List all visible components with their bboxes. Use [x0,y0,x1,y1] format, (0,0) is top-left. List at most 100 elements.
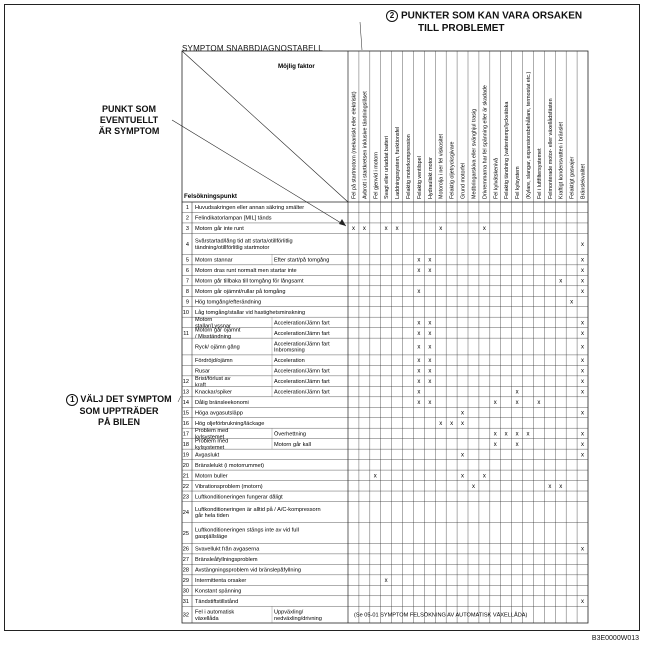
causes-heading-line1: PUNKTER SOM KAN VARA ORSAKEN [401,10,583,22]
factor-column-label: Felaktig tändning (vattentemp/lyckvätska [504,102,510,199]
cause-mark: x [428,379,431,385]
symptom-text: Motorn stannar [195,258,233,264]
cause-mark: x [581,411,584,417]
factor-column-label: Svagt eller urladdat batteri [384,136,390,199]
sub-condition-text: Uppväxling/ [274,609,304,615]
row-number: 6 [186,268,189,274]
symptom-text: Tändstiftstillstånd [195,598,238,605]
cause-mark: x [581,431,584,437]
cause-mark: x [516,431,519,437]
factor-column-label: Grund motorfel [461,163,467,199]
row-number: 30 [183,589,189,595]
sub-condition-text: Acceleration/Jämn fart [274,341,330,347]
row-number: 11 [183,331,189,337]
cause-mark: x [505,431,508,437]
sub-condition-text: Inbromsning [274,348,305,354]
sub-condition-text: Överhettning [274,430,306,437]
cause-mark: x [396,226,399,232]
factor-column-label: Hydrauliskt motor [428,157,434,199]
symptom-text: / Misständning [195,334,231,340]
factor-column-label: Kraftigt kondensvatten i bränslet [559,121,565,199]
symptom-text: Konstant spänning [195,589,241,595]
factor-column-label: Fel gjenvid i motorn [373,152,379,199]
row-number: 8 [186,289,189,295]
factor-column-label: Laddningssystem, funktionsfel [395,127,401,199]
symptom-text: Brist/förlust av [195,376,231,382]
factor-column-label: Fel i luftfiltersystemet [537,148,543,199]
table-border [181,50,589,624]
row-number: 18 [183,442,189,448]
cause-mark: x [581,279,584,285]
cause-mark: x [581,289,584,295]
cause-mark: x [428,258,431,264]
symptom-text: Vibrationsproblem (motorn) [195,484,263,490]
row-number: 10 [183,310,189,316]
factor-column-label: Drivremmarna har fel spänning eller är s… [482,85,488,199]
possible-factor-label: Möjlig faktor [278,63,315,70]
symptom-text: Knackar/spiker [195,390,232,396]
symptom-text: Luftkonditioneringen är alltid på / A/C-… [195,506,321,513]
row-number: 19 [183,452,189,458]
cause-mark: x [428,358,431,364]
sub-condition-text: Acceleration/Jämn fart [274,320,330,326]
cause-mark: x [417,268,420,274]
cause-mark: x [417,390,420,396]
row-number: 27 [183,557,189,563]
sub-condition-text: Motorn går kall [274,441,311,448]
causes-pointer [359,21,363,51]
causes-heading-line2: TILL PROBLEMET [418,22,505,34]
factor-column-label: (Kylare, slangar, expansionsbehållare, t… [525,71,532,199]
cause-mark: x [428,268,431,274]
factor-column-label: Medbringarskiva eller svänghjul trasig [471,109,477,199]
row-number: 20 [183,463,189,469]
row-number: 24 [183,510,189,516]
select-symptom-line: SOM UPPTRÄDER [79,406,159,416]
cause-mark: x [581,320,584,326]
row-number: 2 [186,216,189,222]
cause-mark: x [581,599,584,605]
symptom-text: Svårstartad/lång tid att starta/otillför… [195,238,293,245]
row-number: 5 [186,258,189,264]
row32-note: (Se 05-01 SYMPTOM FELSÖKNING AV AUTOMATI… [354,612,527,619]
cause-mark: x [494,431,497,437]
header-diagonal [181,50,349,203]
cause-mark: x [516,390,519,396]
row-number: 3 [186,226,189,232]
symptom-text: Hög oljeförbrukning/läckage [195,421,264,427]
circle-1-marker: 1 [66,394,79,406]
factor-column-label: Felaktigt gasvajer [570,157,576,199]
sub-condition-text: Acceleration/Jämn fart [274,331,330,337]
cause-mark: x [363,226,366,232]
symptom-text: Motorn går inte runt [195,225,244,232]
symptom-text: Bränslelukt (i motorrummet) [195,463,264,469]
cause-mark: x [461,421,464,427]
factor-column-label: Felaktig ventilspel [417,156,423,199]
row-number: 9 [186,299,189,305]
cause-mark: x [450,421,453,427]
cause-mark: x [428,345,431,351]
sub-condition-text: nedväxling/drivning [274,616,322,622]
cause-mark: x [417,258,420,264]
circle-2-marker: 2 [386,10,398,22]
symptom-text: Höga avgasutsläpp [195,411,243,417]
sub-condition-text: Acceleration/Jämn fart [274,379,330,385]
row-number: 16 [183,421,189,427]
cause-mark: x [581,379,584,385]
cause-mark: x [417,379,420,385]
symptom-text: växellåda [195,615,220,622]
page-frame [4,4,640,631]
sub-condition-text: Acceleration [274,358,305,364]
row-number: 14 [183,400,189,406]
cause-mark: x [417,320,420,326]
symptom-text: Dålig bränsleekonomi [195,399,249,406]
row-number: 13 [183,390,189,396]
symptom-text: stallar/Lyssnar [195,324,231,330]
symptom-text: Ryck/ ojämn gång [195,344,240,351]
symptom-point-line: EVENTUELLT [99,115,159,125]
cause-mark: x [483,473,486,479]
symptom-text: Problem med [195,439,228,445]
symptom-point-line: PUNKT SOM [102,104,156,114]
row-number: 28 [183,568,189,574]
cause-mark: x [581,442,584,448]
row-number: 21 [183,473,189,479]
